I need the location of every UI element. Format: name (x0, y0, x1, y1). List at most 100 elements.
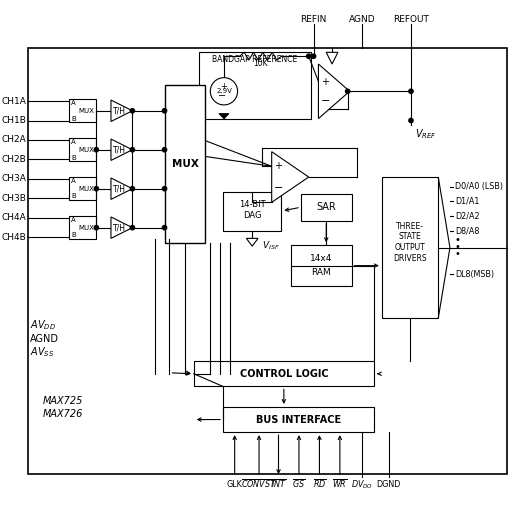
Text: D8/A8: D8/A8 (455, 226, 479, 235)
Text: +: + (221, 82, 228, 91)
Circle shape (163, 109, 167, 113)
Text: −: − (218, 91, 226, 101)
Text: MUX: MUX (79, 108, 95, 114)
Text: $\overline{INT}$: $\overline{INT}$ (270, 479, 287, 491)
Circle shape (306, 54, 311, 59)
Text: RAM: RAM (312, 268, 331, 277)
Text: $\overline{GS}$: $\overline{GS}$ (292, 479, 305, 491)
Text: AGND: AGND (30, 334, 59, 344)
Text: CH4A: CH4A (2, 214, 26, 222)
Text: AGND: AGND (349, 15, 376, 24)
Polygon shape (111, 139, 132, 161)
Text: D0/A0 (LSB): D0/A0 (LSB) (455, 182, 503, 191)
Bar (194, 361, 374, 386)
Text: REFIN: REFIN (300, 15, 327, 24)
Text: $V_{ISF}$: $V_{ISF}$ (262, 240, 280, 252)
Text: −: − (321, 96, 330, 106)
Text: STATE: STATE (399, 232, 422, 241)
Circle shape (130, 147, 134, 152)
Circle shape (409, 89, 413, 93)
Circle shape (94, 186, 98, 191)
Text: 14-BIT: 14-BIT (239, 200, 266, 209)
Text: A: A (71, 139, 76, 145)
Text: CH2B: CH2B (2, 155, 26, 164)
Polygon shape (319, 64, 349, 119)
Circle shape (210, 78, 237, 105)
Bar (382, 177, 438, 318)
Polygon shape (111, 217, 132, 238)
Text: MUX: MUX (79, 225, 95, 231)
Circle shape (94, 226, 98, 230)
Text: B: B (71, 116, 76, 122)
Text: CH4B: CH4B (2, 233, 26, 242)
Text: −: − (274, 183, 283, 193)
Text: T/H: T/H (113, 145, 126, 154)
Text: $AV_{SS}$: $AV_{SS}$ (30, 345, 54, 359)
Polygon shape (271, 152, 309, 203)
Polygon shape (246, 238, 258, 246)
Text: T/H: T/H (113, 223, 126, 232)
Text: B: B (71, 155, 76, 161)
Circle shape (163, 147, 167, 152)
Text: DGND: DGND (377, 480, 401, 489)
Text: CH3A: CH3A (2, 174, 26, 183)
Polygon shape (219, 114, 229, 119)
Text: T/H: T/H (113, 184, 126, 193)
Bar (223, 407, 374, 432)
Bar (69, 99, 96, 122)
Bar (199, 53, 311, 119)
Text: 2.9V: 2.9V (216, 88, 232, 94)
Text: A: A (71, 100, 76, 106)
Text: MAX725: MAX725 (43, 396, 83, 406)
Text: CONTROL LOGIC: CONTROL LOGIC (240, 369, 328, 379)
Bar (69, 216, 96, 239)
Text: T/H: T/H (113, 106, 126, 115)
Text: MUX: MUX (79, 147, 95, 153)
Text: CH3B: CH3B (2, 194, 26, 203)
Text: SAR: SAR (316, 202, 336, 212)
Text: D2/A2: D2/A2 (455, 212, 480, 221)
Text: OUTPUT: OUTPUT (395, 243, 425, 252)
Text: DRIVERS: DRIVERS (393, 254, 427, 263)
Bar (69, 138, 96, 162)
Bar (165, 85, 206, 243)
Circle shape (130, 109, 134, 113)
Circle shape (94, 147, 98, 152)
Text: A: A (71, 178, 76, 184)
Circle shape (311, 54, 316, 59)
Bar (301, 193, 351, 221)
Bar (28, 48, 507, 474)
Text: MAX726: MAX726 (43, 409, 83, 419)
Text: CH2A: CH2A (2, 135, 26, 144)
Text: $DV_{DO}$: $DV_{DO}$ (351, 479, 373, 491)
Polygon shape (111, 100, 132, 122)
Text: B: B (71, 193, 76, 199)
Text: A: A (71, 217, 76, 223)
Text: 10K: 10K (253, 59, 268, 68)
Circle shape (346, 89, 350, 93)
Text: B: B (71, 232, 76, 238)
Text: $V_{REF}$: $V_{REF}$ (415, 127, 437, 141)
Text: MUX: MUX (79, 186, 95, 192)
Text: REFOUT: REFOUT (393, 15, 429, 24)
Text: +: + (321, 77, 329, 86)
Text: •: • (455, 249, 461, 259)
Text: DL8(MSB): DL8(MSB) (455, 270, 494, 279)
Circle shape (130, 186, 134, 191)
Text: •: • (455, 235, 461, 245)
Polygon shape (326, 53, 338, 64)
Text: 14x4: 14x4 (310, 255, 333, 263)
Text: +: + (275, 161, 282, 171)
Text: CH1B: CH1B (2, 116, 26, 125)
Circle shape (163, 226, 167, 230)
Bar (223, 191, 281, 231)
Circle shape (130, 226, 134, 230)
Circle shape (409, 118, 413, 123)
Text: •: • (455, 242, 461, 252)
Bar (69, 177, 96, 200)
Text: D1/A1: D1/A1 (455, 197, 479, 206)
Polygon shape (111, 178, 132, 199)
Text: BUS INTERFACE: BUS INTERFACE (256, 415, 341, 425)
Text: $\overline{WR}$: $\overline{WR}$ (332, 479, 348, 491)
Text: DAG: DAG (243, 212, 262, 221)
